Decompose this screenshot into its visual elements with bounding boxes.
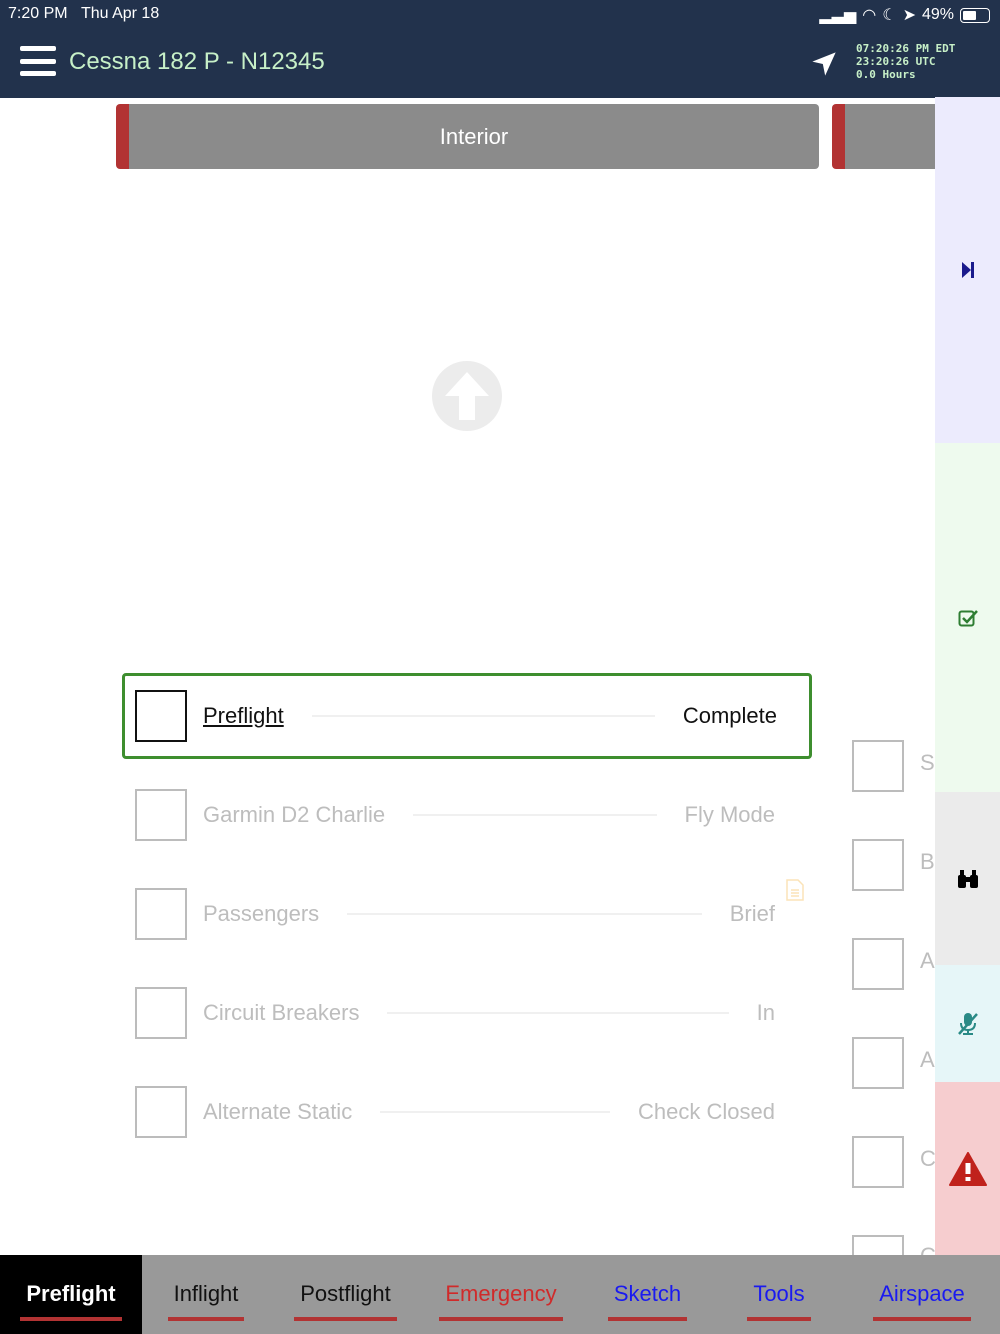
- checklist-row[interactable]: Passengers Brief: [135, 888, 775, 940]
- next-checkbox[interactable]: [852, 839, 904, 891]
- location-icon: ➤: [902, 7, 916, 24]
- navigation-arrow-icon[interactable]: [810, 50, 838, 78]
- checkbox-icon: [958, 609, 978, 626]
- mic-off-icon: [957, 1012, 978, 1035]
- sidebar-emergency-button[interactable]: [935, 1082, 1000, 1255]
- status-date: Thu Apr 18: [80, 5, 160, 22]
- item-value: Complete: [682, 703, 777, 728]
- clock-utc: 23:20:26 UTC: [856, 55, 936, 68]
- tab-label: Airspace: [873, 1281, 971, 1321]
- status-time-date: 7:20 PM Thu Apr 18: [8, 5, 159, 23]
- status-time: 7:20 PM: [8, 5, 68, 22]
- checklist-row[interactable]: Garmin D2 Charlie Fly Mode: [135, 789, 775, 841]
- hours-counter: 0.0 Hours: [856, 68, 916, 81]
- checklist-row[interactable]: Preflight Complete: [135, 690, 777, 742]
- arrow-up-circle-icon[interactable]: [431, 360, 503, 432]
- leader-line: [311, 715, 655, 717]
- next-item-label: A: [920, 1047, 935, 1072]
- section-label: Interior: [439, 123, 509, 149]
- sidebar-check-button[interactable]: [935, 443, 1000, 792]
- clock-readout: 07:20:26 PM EDT 23:20:26 UTC 0.0 Hours: [856, 42, 955, 81]
- next-item-label: C: [920, 1146, 935, 1171]
- item-value: Check Closed: [638, 1099, 775, 1124]
- next-checkbox[interactable]: [852, 1037, 904, 1089]
- checklist-row[interactable]: Circuit Breakers In: [135, 987, 775, 1039]
- tab-preflight[interactable]: Preflight: [0, 1255, 142, 1334]
- tab-inflight[interactable]: Inflight: [142, 1255, 270, 1334]
- leader-line: [413, 814, 657, 816]
- leader-line: [380, 1111, 611, 1113]
- tab-emergency[interactable]: Emergency: [421, 1255, 581, 1334]
- item-label: Alternate Static: [203, 1099, 353, 1124]
- tab-tools[interactable]: Tools: [714, 1255, 844, 1334]
- menu-icon[interactable]: [20, 46, 56, 76]
- item-value: Brief: [729, 901, 775, 926]
- item-value: Fly Mode: [684, 802, 775, 827]
- sidebar-mic-button[interactable]: [935, 965, 1000, 1082]
- item-label: Garmin D2 Charlie: [203, 802, 386, 827]
- sidebar-search-button[interactable]: [935, 792, 1000, 965]
- next-checkbox[interactable]: [852, 1136, 904, 1188]
- tab-label: Postflight: [294, 1281, 397, 1321]
- clock-local: 07:20:26 PM EDT: [856, 42, 956, 55]
- battery-percent: 49%: [921, 6, 954, 23]
- checkbox[interactable]: [135, 888, 187, 940]
- checklist-row[interactable]: Alternate Static Check Closed: [135, 1086, 775, 1138]
- checkbox[interactable]: [135, 1086, 187, 1138]
- item-label: Circuit Breakers: [203, 1000, 360, 1025]
- signal-icon: ▂▃▅: [819, 7, 857, 24]
- tab-postflight[interactable]: Postflight: [270, 1255, 421, 1334]
- leader-line: [387, 1012, 729, 1014]
- checklist-item-active[interactable]: Preflight Complete: [122, 673, 812, 759]
- section-button-next[interactable]: [832, 104, 942, 169]
- sidebar-skip-button[interactable]: [935, 97, 1000, 443]
- next-checkbox[interactable]: [852, 938, 904, 990]
- tab-label: Emergency: [439, 1281, 563, 1321]
- next-item-label: B: [920, 849, 935, 874]
- page-title: Cessna 182 P - N12345: [69, 48, 325, 75]
- next-checkbox[interactable]: [852, 740, 904, 792]
- item-label: Passengers: [203, 901, 320, 926]
- item-label: Preflight: [203, 703, 284, 728]
- tab-label: Tools: [747, 1281, 812, 1321]
- leader-line: [347, 913, 702, 915]
- tab-label: Preflight: [20, 1281, 122, 1321]
- status-bar: 7:20 PM Thu Apr 18 ▂▃▅ ◠ ☾ ➤ 49%: [0, 0, 1000, 28]
- note-icon[interactable]: [786, 879, 804, 901]
- battery-icon: [960, 7, 990, 23]
- wifi-icon: ◠: [862, 7, 877, 24]
- next-item-label: S: [920, 750, 935, 775]
- tab-sketch[interactable]: Sketch: [581, 1255, 714, 1334]
- skip-forward-icon: [961, 262, 974, 278]
- section-button-interior[interactable]: Interior: [116, 104, 819, 169]
- warning-icon: [948, 1151, 987, 1186]
- item-value: In: [756, 1000, 775, 1025]
- checkbox[interactable]: [135, 789, 187, 841]
- tab-label: Sketch: [607, 1281, 688, 1321]
- nav-bar: Cessna 182 P - N12345 07:20:26 PM EDT 23…: [0, 28, 1000, 98]
- checkbox[interactable]: [135, 690, 187, 742]
- binoculars-icon: [957, 869, 978, 888]
- bottom-tab-bar: Preflight Inflight Postflight Emergency …: [0, 1255, 1000, 1334]
- tab-label: Inflight: [167, 1281, 245, 1321]
- moon-icon: ☾: [882, 7, 897, 24]
- tab-airspace[interactable]: Airspace: [844, 1255, 1000, 1334]
- checkbox[interactable]: [135, 987, 187, 1039]
- next-item-label: A: [920, 948, 935, 973]
